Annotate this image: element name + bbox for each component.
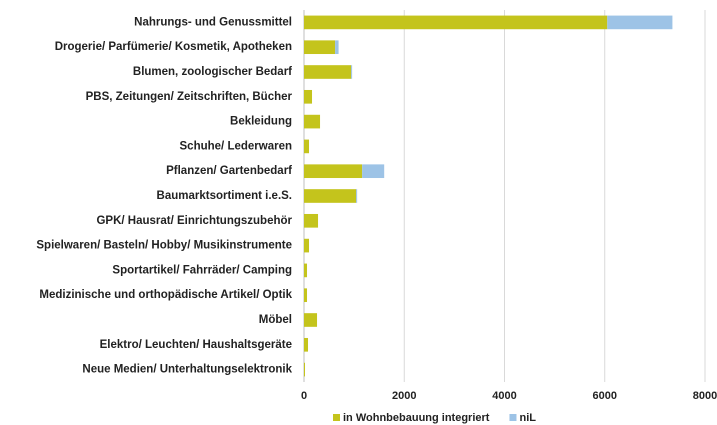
- legend-label: in Wohnbebauung integriert: [343, 412, 490, 424]
- x-tick-label: 0: [301, 390, 307, 402]
- bar-segment: [304, 238, 310, 253]
- y-tick-label: Blumen, zoologischer Bedarf: [133, 66, 292, 78]
- x-tick-label: 4000: [492, 390, 516, 402]
- bar-segment: [351, 65, 353, 79]
- y-tick-label: Nahrungs- und Genussmittel: [134, 16, 292, 28]
- bar-segment: [304, 337, 309, 352]
- bar-segment: [304, 40, 336, 55]
- y-tick-label: PBS, Zeitungen/ Zeitschriften, Bücher: [86, 91, 293, 103]
- bar-segment: [304, 15, 608, 30]
- y-tick-label: Möbel: [259, 314, 292, 326]
- x-tick-label: 6000: [593, 390, 617, 402]
- x-tick-label: 8000: [693, 390, 717, 402]
- legend-swatch: [509, 414, 517, 421]
- bar-segment: [304, 213, 319, 228]
- y-tick-label: Bekleidung: [230, 116, 292, 128]
- bar-segment: [356, 189, 358, 203]
- bar-segment: [335, 40, 339, 55]
- y-tick-label: Pflanzen/ Gartenbedarf: [166, 165, 292, 177]
- y-tick-label: Neue Medien/ Unterhaltungselektronik: [82, 364, 292, 376]
- y-tick-label: GPK/ Hausrat/ Einrichtungszubehör: [96, 215, 292, 227]
- y-tick-label: Medizinische und orthopädische Artikel/ …: [39, 289, 292, 301]
- y-tick-label: Elektro/ Leuchten/ Haushaltsgeräte: [100, 339, 292, 351]
- legend-label: niL: [519, 412, 536, 424]
- bar-segment: [304, 189, 357, 203]
- y-tick-label: Spielwaren/ Basteln/ Hobby/ Musikinstrum…: [36, 240, 292, 252]
- legend-swatch: [333, 414, 340, 421]
- y-tick-label: Baumarktsortiment i.e.S.: [157, 190, 292, 202]
- bar-segment: [304, 288, 308, 303]
- y-tick-label: Schuhe/ Lederwaren: [180, 140, 292, 152]
- y-tick-label: Drogerie/ Parfümerie/ Kosmetik, Apotheke…: [55, 41, 292, 53]
- x-tick-label: 2000: [392, 390, 416, 402]
- bar-segment: [304, 65, 352, 79]
- bar-segment: [304, 263, 308, 278]
- bar-segment: [304, 89, 313, 104]
- bar-segment: [304, 114, 321, 129]
- y-tick-label: Sportartikel/ Fahrräder/ Camping: [112, 264, 292, 276]
- bar-segment: [304, 164, 363, 179]
- bar-segment: [304, 139, 310, 154]
- bar-segment: [607, 15, 673, 30]
- bar-segment: [304, 313, 318, 327]
- bar-segment: [362, 164, 385, 179]
- bar-segment: [304, 362, 306, 377]
